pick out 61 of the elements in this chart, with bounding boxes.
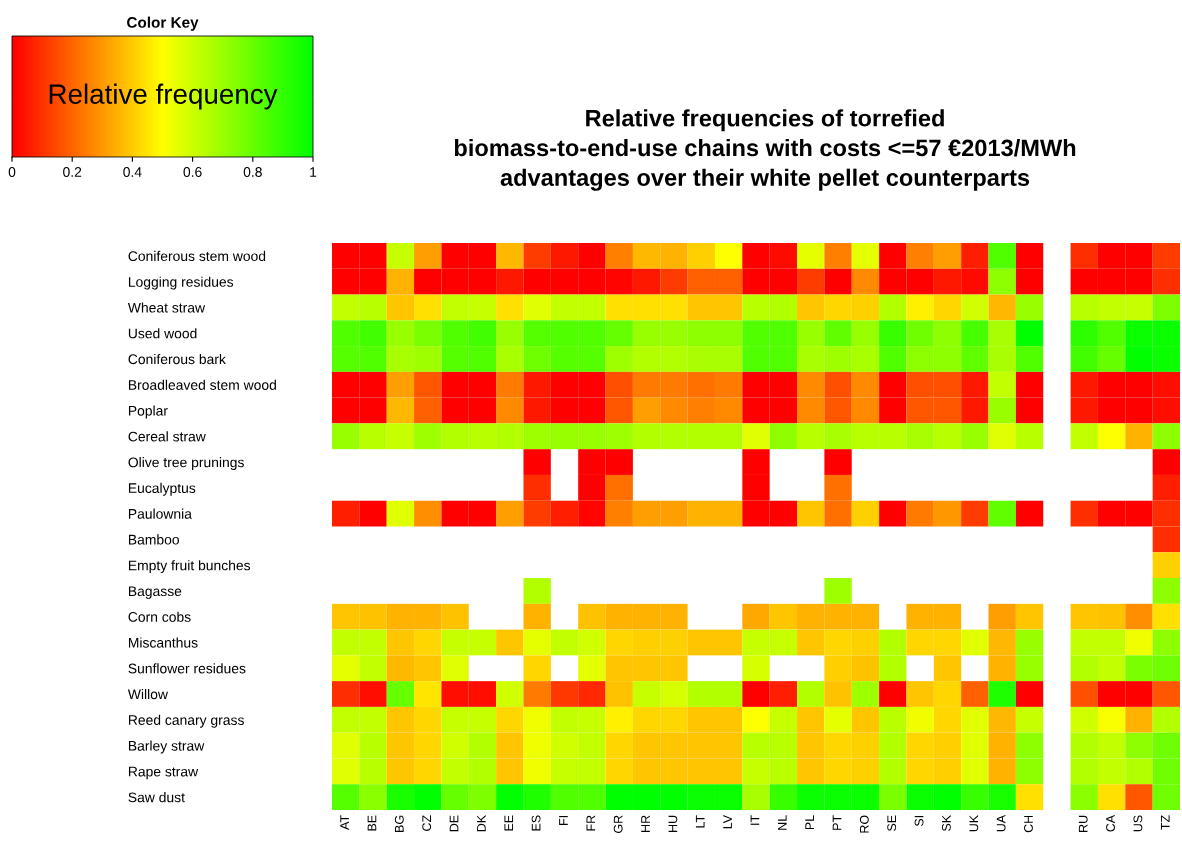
- x-tick-label: CH: [1024, 815, 1033, 833]
- y-tick-label: Reed canary grass: [128, 714, 244, 728]
- x-tick-label: LV: [723, 814, 732, 829]
- y-tick-label: Wheat straw: [127, 302, 206, 313]
- x-tick-label: RO: [859, 815, 869, 833]
- x-tick-label: DK: [477, 815, 486, 832]
- color-bar-label: 0.2: [63, 167, 82, 177]
- color-bar-label: 0.4: [123, 167, 142, 177]
- y-tick-label: Used wood: [128, 328, 197, 339]
- chart-title: Relative frequencies of torrefied biomass-to-end-use chains with costs <=57 €2013/MWh advantages over their white pellet counterparts: [454, 109, 1076, 191]
- color-bar-label: 1: [310, 167, 317, 177]
- y-tick-label: Bamboo: [128, 534, 179, 545]
- x-tick-label: SI: [914, 816, 924, 827]
- x-tick-label: RU: [1078, 815, 1088, 832]
- legend-title: Color Key: [127, 16, 199, 31]
- y-tick-label: Sunflower residues: [128, 663, 246, 674]
- y-tick-label: Miscanthus: [128, 637, 198, 648]
- color-bar-label: 0.8: [243, 167, 262, 177]
- x-tick-label: CA: [1106, 814, 1115, 832]
- x-tick-label: NL: [777, 815, 787, 830]
- y-tick-label: Bagasse: [128, 586, 182, 599]
- x-tick-label: CZ: [422, 815, 432, 831]
- y-tick-label: Rape straw: [128, 766, 199, 780]
- x-tick-label: FI: [559, 816, 568, 825]
- color-bar-label: 0: [8, 167, 16, 177]
- y-tick-label: Logging residues: [128, 276, 234, 290]
- y-tick-label: Coniferous bark: [128, 353, 226, 365]
- x-tick-label: HU: [668, 815, 678, 832]
- x-tick-label: HR: [641, 815, 650, 832]
- y-tick-label: Empty fruit bunches: [128, 560, 251, 574]
- x-tick-label: PL: [805, 815, 814, 830]
- y-tick-label: Willow: [127, 688, 168, 700]
- x-tick-label: TZ: [1160, 815, 1170, 830]
- x-tick-label: AT: [340, 815, 349, 830]
- x-tick-label: BE: [367, 815, 377, 831]
- color-bar-title: Relative frequency: [49, 83, 278, 110]
- x-tick-label: FR: [586, 815, 596, 831]
- x-tick-label: IT: [750, 815, 760, 825]
- y-tick-label: Broadleaved stem wood: [128, 379, 276, 390]
- x-tick-label: SK: [941, 815, 951, 831]
- y-tick-label: Saw dust: [128, 792, 185, 803]
- x-tick-label: DE: [449, 815, 459, 832]
- x-tick-label: UA: [996, 814, 1006, 832]
- y-tick-label: Poplar: [128, 405, 168, 419]
- y-tick-label: Eucalyptus: [128, 482, 196, 496]
- x-tick-label: LT: [695, 815, 705, 828]
- y-tick-label: Corn cobs: [128, 611, 191, 622]
- x-tick-label: EE: [504, 815, 514, 831]
- x-tick-label: BG: [394, 815, 404, 832]
- y-tick-label: Barley straw: [128, 740, 205, 754]
- color-bar-label: 0.6: [183, 167, 202, 177]
- y-tick-label: Cereal straw: [128, 431, 206, 442]
- y-tick-label: Olive tree prunings: [128, 457, 244, 470]
- x-tick-label: US: [1133, 815, 1143, 832]
- x-tick-label: SE: [887, 815, 897, 831]
- y-tick-label: Coniferous stem wood: [128, 250, 266, 262]
- x-tick-label: ES: [531, 815, 541, 831]
- x-tick-label: GR: [613, 815, 623, 833]
- x-tick-label: UK: [969, 815, 979, 832]
- y-tick-label: Paulownia: [128, 508, 192, 519]
- x-tick-label: PT: [832, 815, 842, 830]
